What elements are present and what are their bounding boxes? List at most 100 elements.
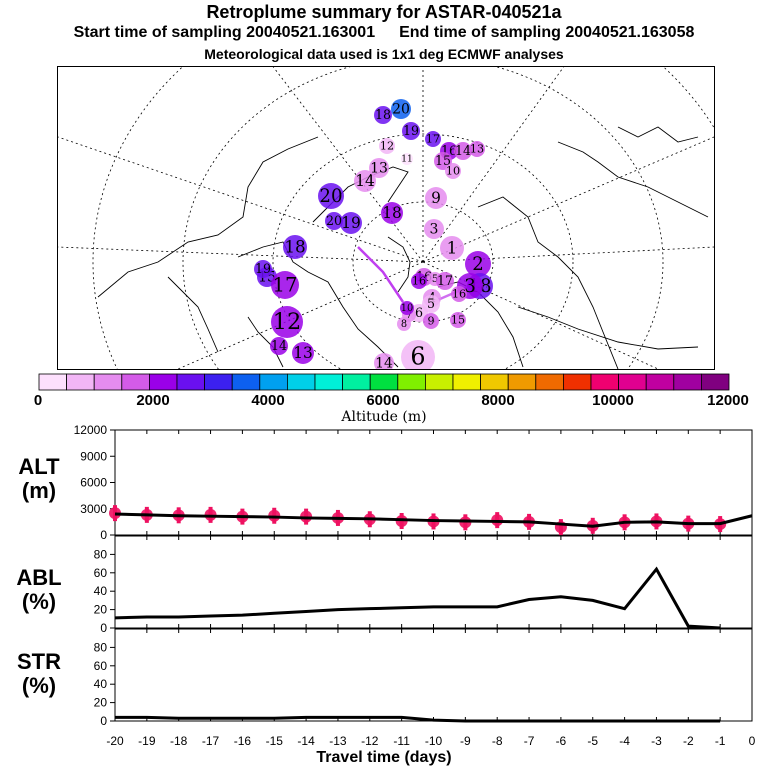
y-tick-label: 40 bbox=[94, 677, 108, 691]
map-marker-label: 14 bbox=[375, 356, 393, 370]
map-marker-label: 20 bbox=[319, 186, 342, 207]
y-tick-label: 9000 bbox=[80, 449, 107, 463]
y-tick-label: 12000 bbox=[74, 425, 108, 437]
colorbar-segment bbox=[231, 373, 261, 391]
colorbar-segment bbox=[673, 373, 702, 391]
colorbar-segment bbox=[507, 373, 537, 391]
map-marker-label: 5 bbox=[432, 274, 438, 285]
map-marker bbox=[400, 301, 414, 315]
map-marker bbox=[374, 353, 394, 369]
x-tick-label: -3 bbox=[651, 734, 662, 748]
colorbar-segment bbox=[397, 373, 426, 391]
map-marker bbox=[411, 273, 427, 289]
series-line bbox=[114, 512, 753, 528]
map-marker-label: 10 bbox=[401, 303, 413, 314]
x-tick-label: -8 bbox=[492, 734, 503, 748]
map-marker-label: 19 bbox=[341, 214, 361, 232]
colorbar-segment bbox=[259, 373, 288, 391]
colorbar-segment bbox=[618, 373, 647, 391]
map-marker bbox=[425, 187, 447, 209]
x-tick-label: -19 bbox=[138, 734, 156, 748]
colorbar-segment bbox=[314, 373, 344, 391]
map-marker-label: 18 bbox=[375, 107, 391, 122]
start-time: Start time of sampling 20040521.163001 bbox=[73, 24, 376, 41]
map-marker-label: 13 bbox=[293, 344, 313, 362]
map-marker bbox=[292, 342, 314, 364]
x-tick-label: 0 bbox=[749, 734, 756, 748]
graticule bbox=[58, 67, 714, 369]
map-marker-label: 20 bbox=[326, 213, 342, 228]
altitude-colorbar bbox=[38, 373, 730, 391]
map-marker-label: 20 bbox=[392, 102, 410, 118]
x-tick-label: -20 bbox=[106, 734, 124, 748]
polar-map-svg: 2018191716151413121110141320918192031216… bbox=[58, 67, 714, 369]
colorbar-segment bbox=[701, 373, 730, 391]
end-time: End time of sampling 20040521.163058 bbox=[399, 24, 695, 41]
map-marker bbox=[391, 99, 411, 119]
colorbar-segment bbox=[563, 373, 592, 391]
x-tick-label: -13 bbox=[329, 734, 347, 748]
y-tick-label: 60 bbox=[94, 659, 108, 673]
map-marker bbox=[397, 317, 411, 331]
map-marker-label: 9 bbox=[427, 315, 434, 328]
map-marker bbox=[454, 142, 472, 160]
map-marker-label: 7 bbox=[406, 310, 412, 321]
x-tick-label: -12 bbox=[361, 734, 379, 748]
map-marker bbox=[340, 212, 362, 234]
colorbar-segment bbox=[149, 373, 178, 391]
map-marker bbox=[440, 236, 464, 260]
map-marker bbox=[402, 122, 420, 140]
map-marker bbox=[469, 141, 485, 157]
met-data-note: Meteorological data used is 1x1 deg ECMW… bbox=[204, 46, 564, 62]
time-series-panels: 030006000900012000020406080020406080-20-… bbox=[74, 425, 756, 748]
colorbar-segment bbox=[452, 373, 482, 391]
map-marker bbox=[374, 106, 392, 124]
colorbar-segment bbox=[480, 373, 509, 391]
y-tick-label: 20 bbox=[94, 696, 108, 710]
map-marker bbox=[369, 158, 389, 178]
y-tick-label: 80 bbox=[94, 547, 108, 561]
map-marker-label: 19 bbox=[403, 123, 419, 138]
panel-frame bbox=[114, 535, 753, 629]
map-marker-label: 12 bbox=[380, 140, 394, 153]
sampling-times: Start time of sampling 20040521.163001 En… bbox=[0, 24, 768, 42]
map-marker bbox=[445, 163, 461, 179]
colorbar-tick: 8000 bbox=[481, 392, 515, 409]
colorbar-segment bbox=[342, 373, 371, 391]
abl-panel-label: ABL (%) bbox=[16, 565, 62, 614]
colorbar-tick: 10000 bbox=[592, 392, 634, 409]
y-tick-label: 0 bbox=[100, 621, 107, 635]
y-tick-label: 0 bbox=[100, 528, 107, 542]
colorbar-segment bbox=[66, 373, 95, 391]
y-tick-label: 80 bbox=[94, 640, 108, 654]
colorbar-segment bbox=[38, 373, 68, 391]
altitude-markers: 2018191716151413121110141320918192031216… bbox=[254, 99, 493, 369]
y-tick-label: 20 bbox=[94, 603, 108, 617]
x-tick-label: -5 bbox=[587, 734, 598, 748]
x-tick-label: -18 bbox=[170, 734, 188, 748]
x-tick-label: -7 bbox=[524, 734, 535, 748]
x-tick-label: -1 bbox=[715, 734, 726, 748]
y-tick-label: 3000 bbox=[80, 502, 107, 516]
map-marker-label: 19 bbox=[255, 261, 271, 276]
x-tick-label: -14 bbox=[297, 734, 315, 748]
map-marker bbox=[283, 235, 307, 259]
colorbar-tick: 2000 bbox=[136, 392, 170, 409]
colorbar-segment bbox=[204, 373, 233, 391]
map-marker-label: 3 bbox=[430, 222, 439, 238]
map-marker-label: 10 bbox=[446, 165, 460, 178]
map-marker bbox=[254, 260, 272, 278]
colorbar-segment bbox=[121, 373, 150, 391]
map-marker-label: 16 bbox=[452, 288, 466, 301]
map-marker bbox=[424, 219, 444, 239]
colorbar-segment bbox=[424, 373, 454, 391]
map-marker bbox=[354, 170, 376, 192]
x-tick-label: -10 bbox=[425, 734, 443, 748]
map-marker bbox=[450, 312, 466, 328]
x-tick-label: -6 bbox=[556, 734, 567, 748]
x-tick-label: -4 bbox=[619, 734, 630, 748]
figure-title: Retroplume summary for ASTAR-040521a bbox=[206, 2, 562, 22]
map-marker-label: 14 bbox=[455, 143, 471, 158]
map-marker-label: 18 bbox=[382, 204, 402, 222]
series-line bbox=[114, 566, 721, 630]
